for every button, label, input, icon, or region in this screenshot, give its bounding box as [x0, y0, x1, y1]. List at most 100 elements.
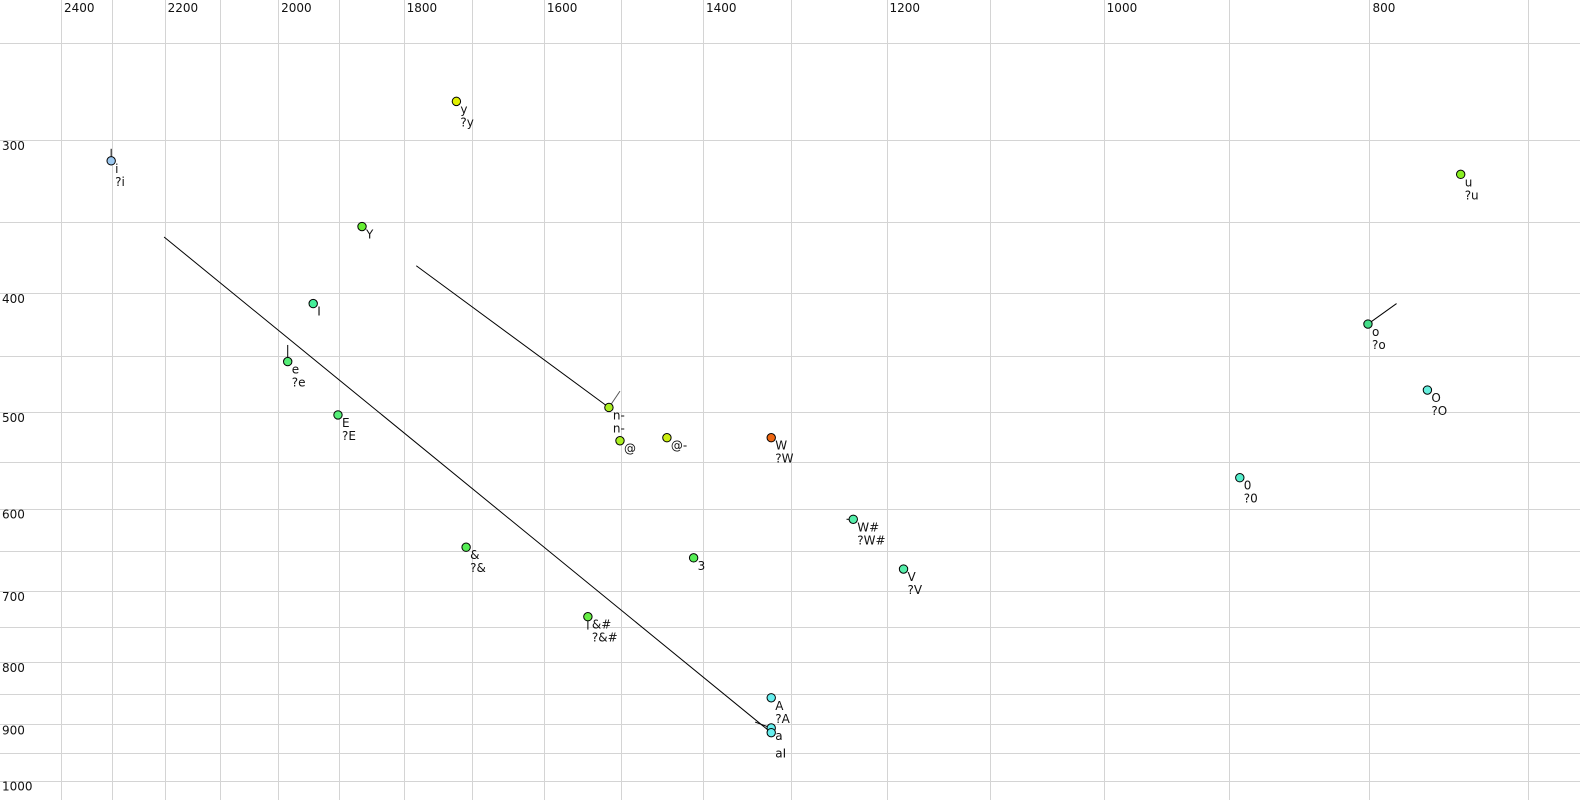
point-label: ?&# [592, 631, 618, 645]
formant-tail-line [1367, 303, 1397, 325]
vowel-point: u?u [1455, 169, 1479, 202]
x-tick-label: 2000 [281, 1, 312, 15]
y-tick-label: 400 [2, 292, 25, 306]
vowel-point: @ [615, 436, 636, 456]
point-label: ?W# [857, 533, 885, 547]
point-marker [1422, 385, 1433, 395]
point-marker [357, 221, 367, 232]
vowel-point: V?V [898, 564, 923, 597]
trajectory-line [163, 236, 772, 734]
point-marker [106, 156, 116, 166]
point-label: @- [671, 439, 687, 453]
point-marker [333, 410, 343, 420]
point-marker [688, 553, 699, 563]
point-label: 3 [698, 559, 706, 573]
point-label: Y [365, 228, 374, 242]
vowel-point: W#?W# [846, 514, 886, 547]
trajectory-lines [163, 236, 772, 734]
point-label: e [292, 363, 299, 377]
point-label: ?0 [1244, 492, 1258, 506]
point-label: ?A [775, 712, 790, 726]
point-label: o [1372, 325, 1379, 339]
point-marker [604, 402, 614, 413]
vowel-point: 0?0 [1235, 473, 1258, 506]
point-marker [615, 436, 625, 446]
point-marker [766, 433, 776, 443]
vowel-point: Y [357, 221, 374, 242]
point-label: V [908, 570, 917, 584]
point-label: ?u [1465, 188, 1479, 202]
point-label: ?W [775, 452, 793, 466]
vowel-point: aI [766, 727, 786, 761]
point-label: ?i [115, 175, 125, 189]
y-tick-label: 800 [2, 661, 25, 675]
point-marker [1455, 169, 1466, 180]
point-marker [898, 564, 909, 574]
point-marker [1235, 473, 1245, 483]
vowel-point: @- [662, 433, 687, 453]
point-label: y [460, 102, 467, 116]
point-marker [451, 96, 462, 107]
point-label: ?O [1431, 404, 1447, 418]
point-marker [662, 433, 672, 443]
point-label: O [1431, 391, 1440, 405]
vowel-point: o?o [1363, 303, 1397, 352]
x-tick-label: 1600 [547, 1, 578, 15]
point-label: ?& [470, 561, 486, 575]
x-tick-label: 1200 [890, 1, 921, 15]
point-label: ?e [292, 376, 306, 390]
vowel-point: I [308, 298, 321, 319]
point-label: A [775, 699, 784, 713]
trajectory-line [415, 265, 610, 408]
x-tick-label: 2400 [64, 1, 95, 15]
point-marker [583, 612, 593, 622]
point-marker [461, 542, 471, 552]
point-label: @ [624, 442, 636, 456]
vowel-point: e?e [283, 344, 306, 390]
point-marker [848, 514, 858, 524]
point-label: u [1465, 175, 1473, 189]
y-tick-label: 700 [2, 590, 25, 604]
x-tick-label: 1000 [1107, 1, 1138, 15]
y-tick-label: 300 [2, 139, 25, 153]
point-label: ?o [1372, 338, 1386, 352]
point-marker [766, 727, 776, 738]
point-label: E [342, 416, 350, 430]
y-tick-label: 600 [2, 508, 25, 522]
point-label: ?V [908, 583, 923, 597]
x-tick-label: 1800 [407, 1, 438, 15]
point-label: n- [613, 421, 625, 435]
vowel-point: W?W [766, 433, 794, 466]
point-label: & [470, 548, 479, 562]
y-tick-label: 500 [2, 411, 25, 425]
vowel-point: &#?&# [583, 612, 618, 645]
point-marker [308, 298, 318, 309]
point-label: aI [775, 747, 786, 761]
point-label: 0 [1244, 479, 1252, 493]
point-label: &# [592, 618, 611, 632]
vowel-point: y?y [451, 96, 474, 129]
vowel-point: 3 [688, 553, 706, 573]
vowel-point: A?A [766, 693, 791, 726]
point-marker [766, 693, 776, 703]
point-label: a [775, 729, 782, 743]
vowel-point: i?i [106, 148, 125, 189]
point-label: W# [857, 520, 879, 534]
axis-tick-labels: 2400 2200 2000 1800 1600 1400 1200 1000 800 300 40… [2, 1, 1395, 794]
y-tick-label: 1000 [2, 780, 33, 794]
x-tick-label: 2200 [168, 1, 199, 15]
point-label: n- [613, 408, 625, 422]
y-tick-label: 900 [2, 723, 25, 737]
point-marker [283, 356, 293, 367]
point-label: I [317, 305, 321, 319]
point-label: i [115, 162, 118, 176]
vowel-point: n-n- [604, 390, 625, 435]
vowel-point: O?O [1422, 385, 1447, 418]
x-tick-label: 800 [1372, 1, 1395, 15]
point-marker [1363, 319, 1373, 329]
point-label: ?y [460, 115, 473, 129]
